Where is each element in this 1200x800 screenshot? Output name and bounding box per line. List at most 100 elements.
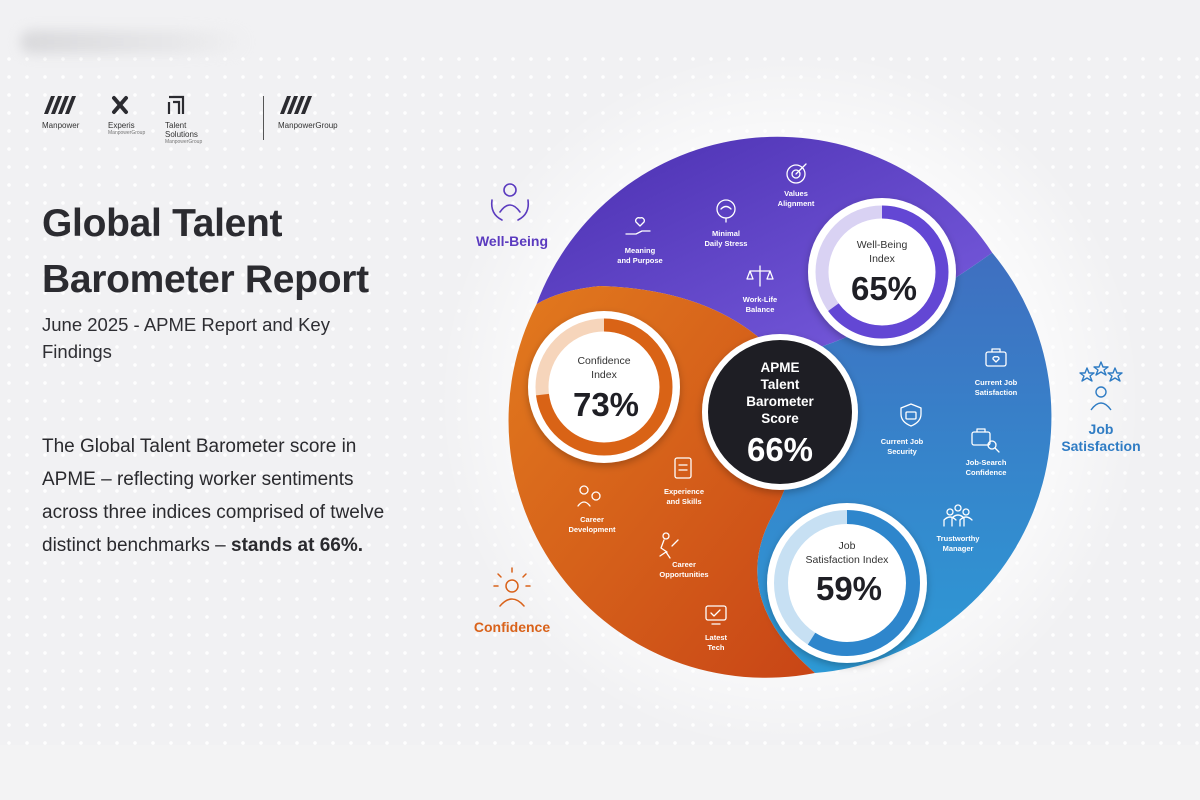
- briefcase-search-icon: [971, 428, 1000, 453]
- manpower-logo-mark: [44, 96, 76, 114]
- growth-person-icon: [577, 485, 601, 507]
- career-opportunities-benchmark: Career Opportunities: [659, 532, 709, 579]
- clipboard-icon: [674, 457, 692, 479]
- wellbeing-category-label: Well-Being: [476, 233, 548, 249]
- minimal-stress-benchmark: Minimal Daily Stress: [705, 199, 748, 248]
- manpowergroup-logo-mark: [280, 96, 312, 114]
- experience-skills-label2: and Skills: [666, 497, 701, 506]
- values-alignment-label2: Alignment: [778, 199, 815, 208]
- trustworthy-manager-label1: Trustworthy: [937, 534, 981, 543]
- manpower-logo-label: Manpower: [42, 121, 80, 130]
- career-development-label1: Career: [580, 515, 604, 524]
- latest-tech-benchmark: Latest Tech: [705, 605, 728, 652]
- wellbeing-gauge-label1: Well-Being: [857, 239, 908, 251]
- work-life-label1: Work-Life: [743, 295, 777, 304]
- description-text: The Global Talent Barometer score in APM…: [42, 436, 385, 556]
- current-job-security-label2: Security: [887, 447, 917, 456]
- talent-solutions-logo: Talent Solutions ManpowerGroup: [165, 94, 209, 145]
- job-search-confidence-label2: Confidence: [966, 468, 1007, 477]
- report-description: The Global Talent Barometer score in APM…: [42, 430, 402, 562]
- center-score: APME Talent Barometer Score 66%: [702, 334, 858, 490]
- manpowergroup-logo: ManpowerGroup: [278, 94, 338, 130]
- values-alignment-label1: Values: [784, 189, 808, 198]
- wellbeing-gauge-label2: Index: [869, 253, 895, 265]
- job-satisfaction-gauge: [767, 503, 927, 663]
- meaning-purpose-label1: Meaning: [625, 246, 656, 255]
- job-satisfaction-stars-icon: [1079, 361, 1123, 411]
- minimal-stress-label2: Daily Stress: [705, 239, 748, 248]
- confidence-gauge-value: 73%: [573, 386, 639, 423]
- experis-logo: Experis ManpowerGroup: [108, 94, 145, 136]
- job-satisfaction-gauge-label2: Satisfaction Index: [806, 554, 890, 566]
- center-line2: Talent: [761, 377, 800, 392]
- team-icon: [943, 504, 973, 527]
- logo-divider: [263, 96, 264, 140]
- work-life-benchmark: Work-Life Balance: [743, 265, 777, 314]
- wellbeing-gauge-value: 65%: [851, 270, 917, 307]
- briefcase-heart-icon: [985, 348, 1007, 367]
- latest-tech-label1: Latest: [705, 633, 728, 642]
- report-title-line2: Barometer Report: [42, 258, 369, 301]
- report-subtitle: June 2025 - APME Report and Key Findings: [42, 314, 330, 362]
- confidence-gauge-arc: [535, 318, 673, 456]
- confidence-category-label: Confidence: [474, 619, 550, 635]
- head-icon: [716, 199, 736, 223]
- current-job-security-benchmark: Current Job Security: [881, 403, 924, 456]
- meaning-purpose-label2: and Purpose: [617, 256, 662, 265]
- job-satisfaction-gauge-label1: Job: [839, 540, 856, 552]
- job-search-confidence-benchmark: Job-Search Confidence: [966, 428, 1007, 477]
- experis-logo-mark: [112, 96, 128, 114]
- confidence-gauge-label2: Index: [591, 369, 617, 381]
- monitor-check-icon: [705, 605, 727, 625]
- manpower-logo: Manpower: [42, 94, 79, 130]
- job-satisfaction-gauge-value: 59%: [816, 570, 882, 607]
- experis-logo-label: Experis: [108, 121, 135, 130]
- wellbeing-person-icon: [490, 183, 530, 221]
- talent-solutions-logo-mark: [167, 95, 185, 114]
- job-satisfaction-gauge-arc: [774, 510, 920, 656]
- center-value: 66%: [747, 431, 813, 468]
- talent-solutions-logo-label: Talent Solutions: [165, 121, 198, 139]
- wellbeing-gauge: [808, 198, 956, 346]
- climbing-person-icon: [659, 532, 679, 559]
- job-search-confidence-label1: Job-Search: [966, 458, 1007, 467]
- manpowergroup-logo-label: ManpowerGroup: [278, 121, 338, 130]
- target-icon: [786, 163, 807, 184]
- work-life-label2: Balance: [746, 305, 775, 314]
- talent-solutions-logo-sublabel: ManpowerGroup: [165, 139, 203, 145]
- confidence-gauge-label1: Confidence: [577, 355, 630, 367]
- center-line3: Barometer: [746, 394, 814, 409]
- blurred-header-strip: [20, 30, 250, 54]
- confidence-gauge: [528, 311, 680, 463]
- career-opportunities-label1: Career: [672, 560, 696, 569]
- current-job-satisfaction-label1: Current Job: [975, 378, 1018, 387]
- report-title: Global Talent Barometer Report: [42, 196, 369, 308]
- center-line4: Score: [761, 411, 799, 426]
- confidence-person-icon: [493, 567, 531, 607]
- latest-tech-label2: Tech: [708, 643, 725, 652]
- current-job-security-label1: Current Job: [881, 437, 924, 446]
- career-development-label2: Development: [568, 525, 616, 534]
- current-job-satisfaction-label2: Satisfaction: [975, 388, 1018, 397]
- experis-logo-sublabel: ManpowerGroup: [108, 130, 146, 136]
- experience-skills-label1: Experience: [664, 487, 704, 496]
- job-satisfaction-category-label1: Job: [1089, 421, 1114, 437]
- balance-scale-icon: [746, 265, 774, 287]
- job-satisfaction-category-label2: Satisfaction: [1061, 438, 1140, 454]
- bottom-band: [0, 745, 1200, 800]
- trustworthy-manager-benchmark: Trustworthy Manager: [937, 504, 981, 553]
- experience-skills-benchmark: Experience and Skills: [664, 457, 704, 506]
- heart-hand-icon: [625, 217, 651, 235]
- minimal-stress-label1: Minimal: [712, 229, 740, 238]
- description-highlight: stands at 66%.: [231, 535, 364, 556]
- current-job-satisfaction-benchmark: Current Job Satisfaction: [975, 348, 1018, 397]
- career-development-benchmark: Career Development: [568, 485, 616, 534]
- shield-briefcase-icon: [900, 403, 922, 427]
- career-opportunities-label2: Opportunities: [659, 570, 708, 579]
- center-line1: APME: [760, 360, 799, 375]
- report-title-line1: Global Talent: [42, 202, 283, 245]
- values-alignment-benchmark: Values Alignment: [778, 163, 815, 208]
- trustworthy-manager-label2: Manager: [943, 544, 974, 553]
- wellbeing-gauge-arc: [815, 205, 949, 339]
